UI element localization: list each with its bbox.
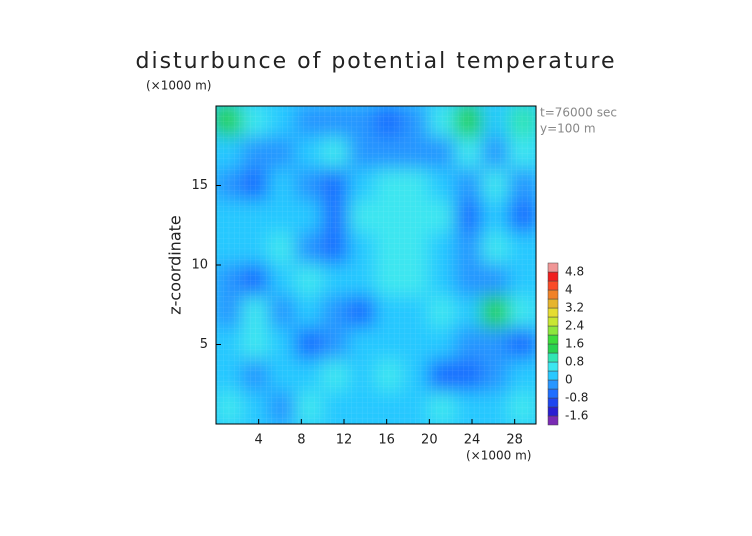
x-unit: (×1000 m)	[466, 449, 531, 463]
x-tick-label: 20	[421, 433, 438, 448]
colorbar-box	[547, 280, 559, 291]
colorbar-box	[547, 343, 559, 354]
colorbar-label: -1.6	[565, 409, 588, 423]
colorbar-box	[547, 289, 559, 300]
annotation: y=100 m	[540, 122, 596, 136]
x-tick-label: 4	[255, 433, 263, 448]
colorbar-label: 1.6	[565, 337, 584, 351]
colorbar-label: 0	[565, 373, 573, 387]
colorbar-label: 4	[565, 283, 573, 297]
colorbar-box	[547, 298, 559, 309]
x-tick-label: 28	[506, 433, 523, 448]
x-tick-label: 16	[378, 433, 395, 448]
annotation: t=76000 sec	[540, 106, 617, 120]
x-tick-label: 24	[464, 433, 481, 448]
colorbar-label: 0.8	[565, 355, 584, 369]
colorbar-box	[547, 352, 559, 363]
colorbar-box	[547, 388, 559, 399]
y-tick-label: 15	[191, 178, 208, 193]
colorbar-box	[547, 361, 559, 372]
colorbar-box	[547, 262, 559, 273]
axes: 4 8 12 16 20 24 28 5 10 15	[191, 178, 522, 448]
x-tick-label: 12	[336, 433, 353, 448]
mesh	[216, 106, 536, 424]
colorbar-box	[547, 334, 559, 345]
y-tick-label: 5	[200, 337, 208, 352]
colorbar-box	[547, 370, 559, 381]
colorbar-box	[547, 406, 559, 417]
colorbar-label: 3.2	[565, 301, 584, 315]
y-tick-label: 10	[191, 258, 208, 273]
colorbar-label: 4.8	[565, 265, 584, 279]
colorbar-box	[547, 307, 559, 318]
y-axis-label: z-coordinate	[166, 215, 185, 315]
colorbar-label: -0.8	[565, 391, 588, 405]
colorbar-box	[547, 397, 559, 408]
colorbar-box	[547, 316, 559, 327]
field	[216, 106, 536, 424]
colorbar-box	[547, 271, 559, 282]
colorbar-box	[547, 325, 559, 336]
colorbar-box	[547, 379, 559, 390]
colorbar: -1.6 -0.8 0 0.8 1.6 2.4 3.2 4 4.8	[547, 262, 588, 426]
x-tick-label: 8	[297, 433, 305, 448]
colorbar-box	[547, 415, 559, 426]
y-unit: (×1000 m)	[146, 79, 211, 93]
chart-title: disturbunce of potential temperature	[136, 49, 617, 74]
colorbar-label: 2.4	[565, 319, 584, 333]
